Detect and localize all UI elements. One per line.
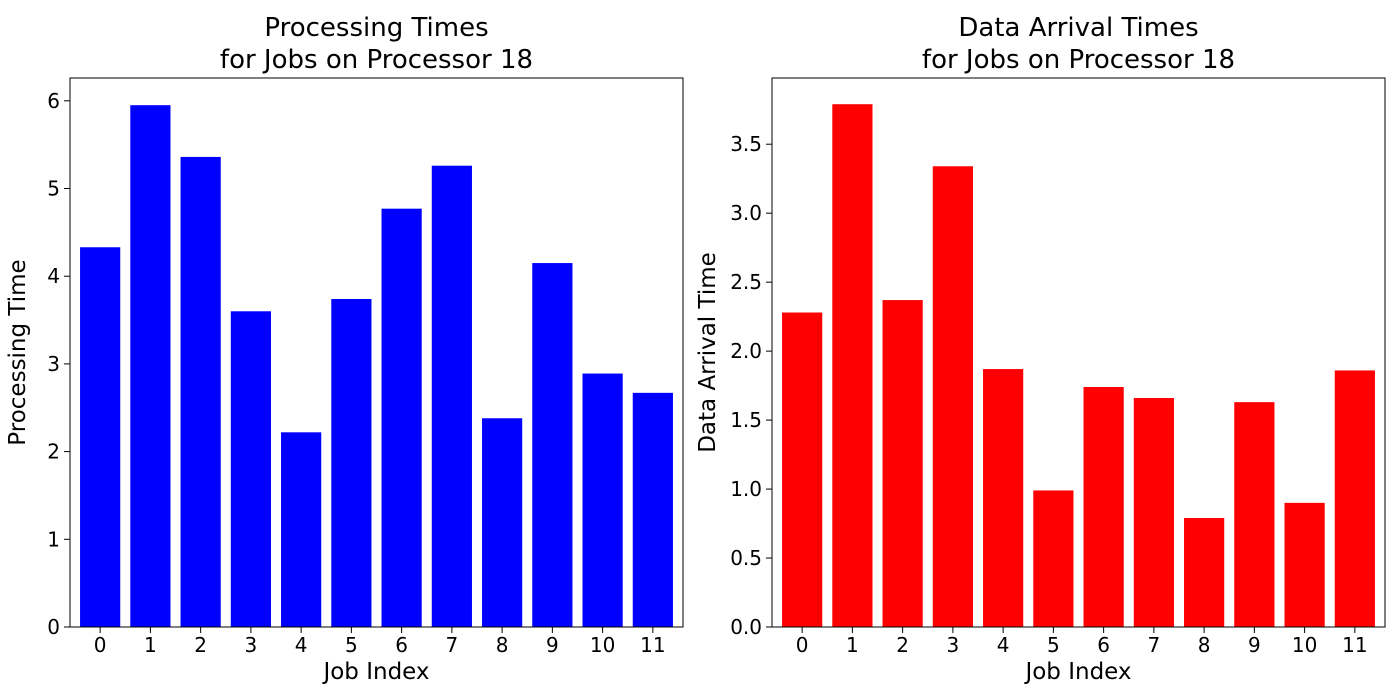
x-tick-label: 10 bbox=[1292, 633, 1317, 657]
bar-job-7 bbox=[1133, 398, 1174, 627]
y-tick-label: 0.0 bbox=[730, 615, 762, 639]
bar-job-11 bbox=[632, 392, 673, 627]
x-tick-label: 4 bbox=[997, 633, 1010, 657]
bar-job-6 bbox=[381, 208, 422, 628]
y-tick-label: 3.0 bbox=[730, 201, 762, 225]
bar-job-1 bbox=[130, 105, 171, 627]
bar-job-9 bbox=[1234, 402, 1275, 627]
bar-job-11 bbox=[1334, 370, 1375, 627]
x-tick-label: 6 bbox=[395, 633, 408, 657]
chart-title-line: for Jobs on Processor 18 bbox=[922, 45, 1235, 75]
x-tick-label: 7 bbox=[446, 633, 459, 657]
y-tick-label: 2.5 bbox=[730, 270, 762, 294]
bar-job-8 bbox=[482, 418, 523, 627]
bar-job-3 bbox=[230, 311, 271, 627]
bar-job-3 bbox=[932, 166, 973, 627]
x-tick-label: 8 bbox=[1198, 633, 1211, 657]
x-tick-label: 4 bbox=[295, 633, 308, 657]
x-tick-label: 3 bbox=[947, 633, 960, 657]
bar-job-9 bbox=[532, 263, 573, 627]
x-tick-label: 2 bbox=[194, 633, 207, 657]
x-tick-label: 7 bbox=[1148, 633, 1161, 657]
bar-job-2 bbox=[882, 300, 923, 627]
x-tick-label: 9 bbox=[1248, 633, 1261, 657]
chart-2: 0 1 2 3 4 5 6 7 8 9 10 11 0.0 0.5 1.0 1.5 2.0 2.5 3.0 3.5 Jo… bbox=[695, 13, 1386, 685]
y-tick-label: 2.0 bbox=[730, 339, 762, 363]
chart-title-line: Processing Times bbox=[264, 13, 488, 43]
x-tick-label: 1 bbox=[144, 633, 157, 657]
bar-job-8 bbox=[1184, 518, 1225, 627]
x-tick-label: 5 bbox=[345, 633, 358, 657]
bar-job-2 bbox=[180, 156, 221, 627]
chart-title: Data Arrival Times for Jobs on Processor … bbox=[922, 13, 1235, 75]
y-tick-label: 0.5 bbox=[730, 546, 762, 570]
bar-job-10 bbox=[1284, 502, 1325, 627]
chart-title-line: for Jobs on Processor 18 bbox=[220, 45, 533, 75]
plot-frame bbox=[69, 77, 684, 628]
x-tick-label: 0 bbox=[796, 633, 809, 657]
x-axis-label: Job Index bbox=[321, 659, 429, 685]
chart-title: Processing Times for Jobs on Processor 18 bbox=[220, 13, 533, 75]
x-tick-label: 3 bbox=[245, 633, 258, 657]
bar-job-0 bbox=[782, 312, 823, 627]
x-tick-label: 1 bbox=[846, 633, 859, 657]
y-tick-label: 0 bbox=[47, 615, 60, 639]
x-tick-label: 9 bbox=[546, 633, 559, 657]
x-tick-label: 6 bbox=[1097, 633, 1110, 657]
y-tick-label: 3.5 bbox=[730, 132, 762, 156]
x-axis-label: Job Index bbox=[1023, 659, 1131, 685]
chart-title-line: Data Arrival Times bbox=[958, 13, 1198, 43]
bar-job-0 bbox=[80, 247, 121, 627]
y-tick-label: 1 bbox=[47, 527, 60, 551]
x-tick-label: 8 bbox=[496, 633, 509, 657]
y-tick-label: 5 bbox=[47, 177, 60, 201]
y-axis-label: Data Arrival Time bbox=[695, 252, 721, 453]
bar-job-4 bbox=[281, 432, 322, 627]
y-tick-label: 6 bbox=[47, 89, 60, 113]
x-tick-label: 0 bbox=[94, 633, 107, 657]
x-tick-label: 11 bbox=[640, 633, 665, 657]
y-tick-label: 2 bbox=[47, 440, 60, 464]
bar-job-10 bbox=[582, 373, 623, 627]
x-tick-label: 11 bbox=[1342, 633, 1367, 657]
y-tick-label: 4 bbox=[47, 264, 60, 288]
bar-job-4 bbox=[983, 369, 1024, 627]
bar-job-5 bbox=[1033, 490, 1074, 627]
y-tick-label: 1.5 bbox=[730, 408, 762, 432]
bar-job-5 bbox=[331, 299, 372, 627]
x-tick-label: 10 bbox=[590, 633, 615, 657]
y-tick-label: 3 bbox=[47, 352, 60, 376]
bar-job-7 bbox=[431, 165, 472, 627]
y-tick-label: 1.0 bbox=[730, 477, 762, 501]
x-tick-label: 5 bbox=[1047, 633, 1060, 657]
plot-frame bbox=[771, 77, 1386, 628]
x-tick-label: 2 bbox=[896, 633, 909, 657]
y-axis-label: Processing Time bbox=[5, 259, 31, 445]
bar-job-1 bbox=[832, 104, 873, 627]
bar-job-6 bbox=[1083, 386, 1124, 627]
